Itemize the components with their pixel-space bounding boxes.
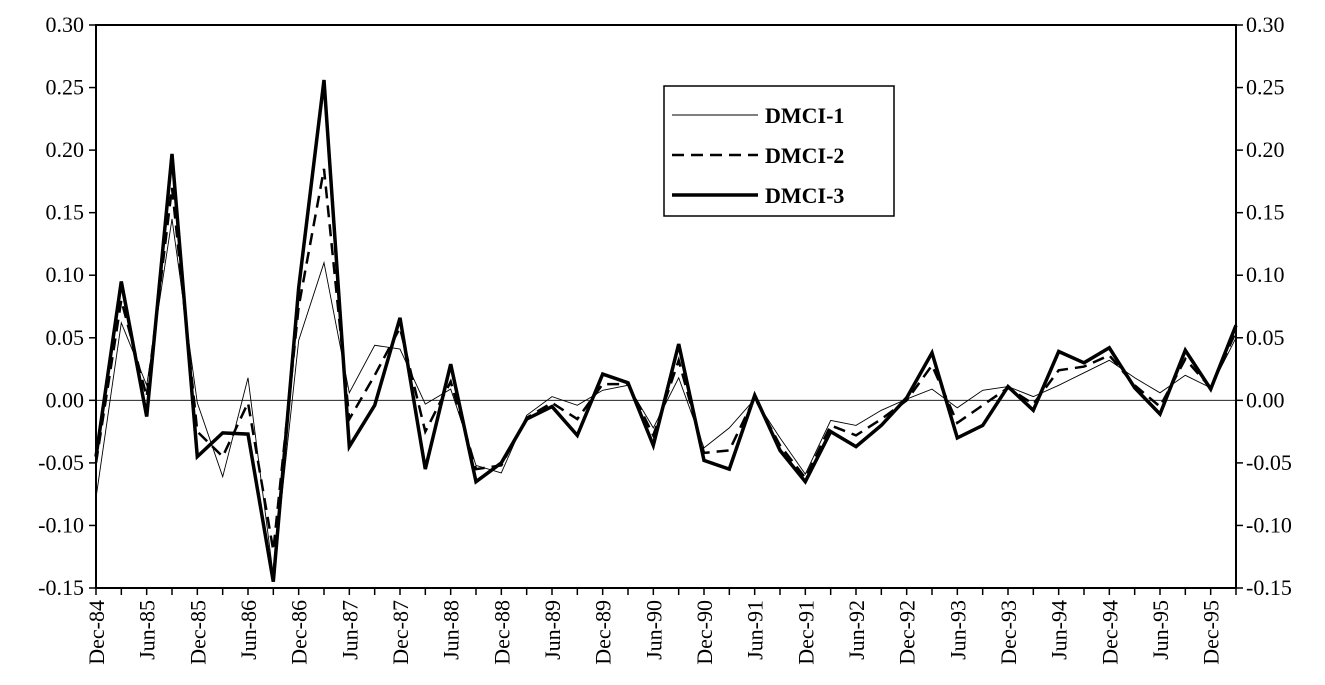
series-line-dmci-2 (94, 168, 1238, 551)
x-tick-label: Jun-92 (844, 600, 869, 660)
x-tick-label: Jun-93 (945, 600, 970, 660)
x-tick-label: Dec-84 (84, 600, 109, 665)
y-tick-label-left: 0.30 (46, 12, 85, 37)
x-tick-label: Jun-91 (743, 600, 768, 660)
x-tick-label: Dec-89 (591, 600, 616, 665)
y-tick-label-right: 0.30 (1246, 12, 1285, 37)
plot-frame (95, 24, 1237, 589)
x-axis: Dec-84 Jun-85 Dec-85 Jun-86 Dec-86 Jun-87 Dec-… (84, 588, 1237, 665)
legend-label-dmci-3: DMCI-3 (765, 183, 844, 208)
y-tick-label-right: 0.25 (1246, 75, 1285, 100)
y-tick-label-left: 0.00 (46, 387, 85, 412)
series-lines (94, 79, 1238, 582)
x-tick-label: Jun-88 (439, 600, 464, 660)
x-tick-label: Dec-92 (895, 600, 920, 665)
y-tick-label-left: 0.10 (46, 262, 85, 287)
x-tick-label: Jun-86 (236, 600, 261, 660)
y-tick-label-right: -0.05 (1246, 450, 1292, 475)
x-tick-label: Jun-90 (641, 600, 666, 660)
y-tick-label-left: -0.10 (38, 512, 84, 537)
x-tick-label: Dec-88 (489, 600, 514, 665)
x-tick-label: Jun-87 (337, 600, 362, 660)
x-tick-label: Jun-95 (1148, 600, 1173, 660)
y-tick-label-left: 0.15 (46, 200, 85, 225)
x-tick-label: Jun-94 (1047, 600, 1072, 660)
legend: DMCI-1 DMCI-2 DMCI-3 (663, 85, 895, 217)
y-axis-right: 0.30 0.25 0.20 0.15 0.10 0.05 0.00 -0.05 -0.10 -0… (1236, 12, 1292, 600)
y-tick-label-right: 0.00 (1246, 387, 1285, 412)
y-tick-label-left: -0.15 (38, 575, 84, 600)
x-tick-label: Dec-91 (793, 600, 818, 665)
x-tick-label: Dec-86 (287, 600, 312, 665)
x-tick-label: Dec-85 (185, 600, 210, 665)
y-tick-label-right: 0.05 (1246, 325, 1285, 350)
y-tick-label-right: 0.10 (1246, 262, 1285, 287)
series-line-dmci-3 (94, 79, 1238, 582)
y-tick-label-right: -0.15 (1246, 575, 1292, 600)
x-tick-label: Dec-90 (692, 600, 717, 665)
y-tick-label-left: -0.05 (38, 450, 84, 475)
x-tick-label: Jun-85 (135, 600, 160, 660)
y-tick-label-left: 0.20 (46, 137, 85, 162)
x-tick-label: Jun-89 (540, 600, 565, 660)
y-tick-label-left: 0.25 (46, 75, 85, 100)
x-tick-label: Dec-93 (996, 600, 1021, 665)
y-tick-label-right: 0.15 (1246, 200, 1285, 225)
series-line-dmci-1 (95, 218, 1237, 576)
legend-label-dmci-2: DMCI-2 (765, 143, 844, 168)
y-tick-label-right: 0.20 (1246, 137, 1285, 162)
x-tick-label: Dec-87 (388, 600, 413, 665)
x-tick-label: Dec-95 (1199, 600, 1224, 665)
y-tick-label-left: 0.05 (46, 325, 85, 350)
legend-label-dmci-1: DMCI-1 (765, 103, 844, 128)
y-axis-left: 0.30 0.25 0.20 0.15 0.10 0.05 0.00 -0.05 -0.10 -0… (38, 12, 96, 600)
x-tick-label: Dec-94 (1097, 600, 1122, 665)
y-tick-label-right: -0.10 (1246, 512, 1292, 537)
